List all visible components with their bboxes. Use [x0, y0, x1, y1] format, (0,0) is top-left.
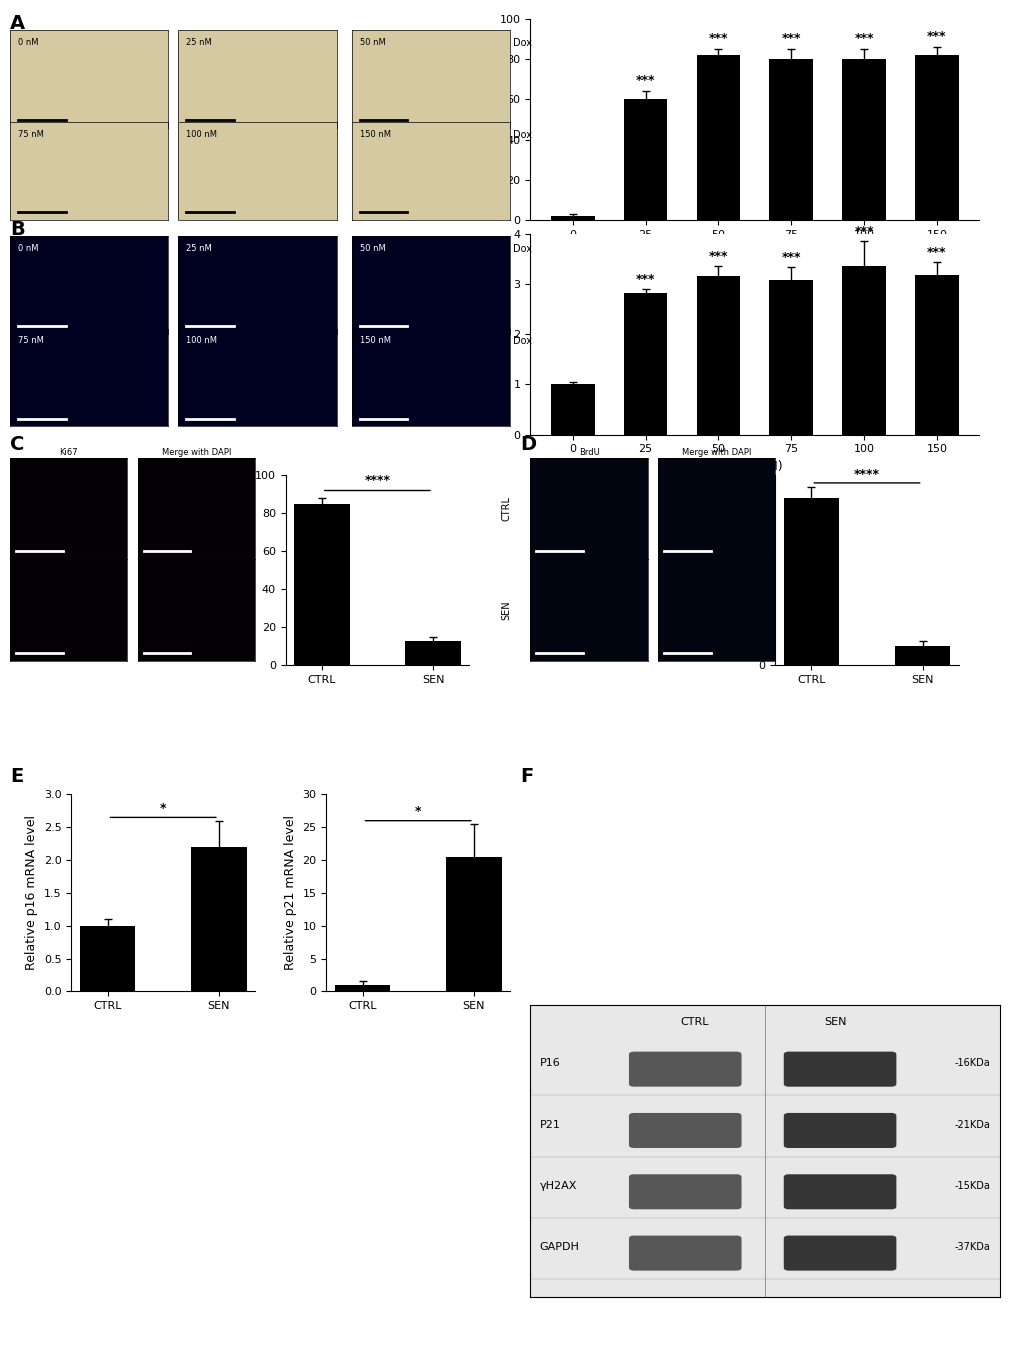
- Y-axis label: Ki67-positive cells (%): Ki67-positive cells (%): [236, 501, 249, 640]
- FancyBboxPatch shape: [629, 1114, 741, 1148]
- Bar: [696, 276, 740, 435]
- Bar: [191, 847, 247, 991]
- FancyBboxPatch shape: [629, 1236, 741, 1271]
- Text: 100 nM: 100 nM: [186, 130, 217, 139]
- Text: 25 nM: 25 nM: [186, 244, 212, 253]
- Bar: [842, 60, 886, 220]
- Text: ***: ***: [926, 246, 946, 258]
- Bar: [914, 56, 958, 220]
- Title: Ki67: Ki67: [59, 448, 78, 456]
- Bar: [623, 99, 666, 220]
- Text: ***: ***: [635, 75, 654, 87]
- Text: ****: ****: [364, 474, 390, 486]
- Text: SEN: SEN: [823, 1017, 846, 1027]
- Bar: [623, 293, 666, 435]
- Bar: [334, 985, 390, 991]
- Text: 100 nM: 100 nM: [186, 337, 217, 345]
- Text: CTRL: CTRL: [500, 496, 511, 521]
- Text: ***: ***: [708, 250, 728, 262]
- Text: 0 nM: 0 nM: [18, 244, 39, 253]
- Bar: [768, 280, 812, 435]
- Title: BrdU: BrdU: [578, 448, 599, 456]
- Text: ***: ***: [781, 251, 800, 263]
- FancyBboxPatch shape: [783, 1114, 896, 1148]
- Text: CTRL: CTRL: [680, 1017, 708, 1027]
- FancyBboxPatch shape: [629, 1175, 741, 1210]
- Bar: [405, 641, 461, 665]
- Bar: [894, 646, 950, 665]
- Text: ****: ****: [853, 469, 879, 481]
- Bar: [445, 857, 501, 991]
- Title: Merge with DAPI: Merge with DAPI: [161, 448, 231, 456]
- Text: C: C: [10, 435, 24, 454]
- Text: 150 nM: 150 nM: [360, 130, 390, 139]
- Text: 0 nM: 0 nM: [18, 38, 39, 46]
- Text: B: B: [10, 220, 24, 239]
- Text: ***: ***: [635, 273, 654, 285]
- Text: ***: ***: [926, 30, 946, 43]
- Text: *: *: [160, 801, 166, 815]
- Text: E: E: [10, 767, 23, 786]
- Text: -16KDa: -16KDa: [954, 1058, 989, 1069]
- Bar: [696, 56, 740, 220]
- Text: -21KDa: -21KDa: [954, 1119, 989, 1130]
- Text: -37KDa: -37KDa: [954, 1243, 989, 1252]
- Text: Dox: Dox: [513, 38, 532, 48]
- Text: P16: P16: [539, 1058, 560, 1069]
- Text: Dox: Dox: [513, 130, 532, 140]
- Bar: [550, 384, 594, 435]
- Text: 25 nM: 25 nM: [186, 38, 212, 46]
- Text: 150 nM: 150 nM: [360, 337, 390, 345]
- Text: -15KDa: -15KDa: [954, 1181, 989, 1191]
- Text: ***: ***: [854, 224, 873, 238]
- X-axis label: Dox (nM): Dox (nM): [726, 460, 783, 473]
- Text: A: A: [10, 14, 25, 33]
- Text: GAPDH: GAPDH: [539, 1243, 579, 1252]
- Bar: [550, 216, 594, 220]
- Y-axis label: Relative p21 mRNA level: Relative p21 mRNA level: [283, 815, 297, 971]
- FancyBboxPatch shape: [783, 1051, 896, 1086]
- Y-axis label: BrdU-positive cells (%): BrdU-positive cells (%): [732, 500, 745, 641]
- Y-axis label: Relative p16 mRNA level: Relative p16 mRNA level: [25, 815, 39, 971]
- Text: P21: P21: [539, 1119, 560, 1130]
- Y-axis label: SA-β-gal-positive cells(%): SA-β-gal-positive cells(%): [481, 39, 493, 200]
- Text: *: *: [415, 805, 421, 818]
- Y-axis label: Relative size of nuclei: Relative size of nuclei: [494, 266, 507, 402]
- Bar: [293, 504, 350, 665]
- Title: Merge with DAPI: Merge with DAPI: [681, 448, 751, 456]
- Text: 50 nM: 50 nM: [360, 244, 385, 253]
- Text: ***: ***: [854, 33, 873, 45]
- Text: D: D: [520, 435, 536, 454]
- FancyBboxPatch shape: [629, 1051, 741, 1086]
- Text: 75 nM: 75 nM: [18, 130, 44, 139]
- Text: SEN: SEN: [500, 600, 511, 621]
- Bar: [842, 266, 886, 435]
- Text: ***: ***: [781, 33, 800, 45]
- Text: F: F: [520, 767, 533, 786]
- Text: Dox: Dox: [513, 337, 532, 346]
- Text: Dox: Dox: [513, 244, 532, 254]
- Bar: [79, 926, 136, 991]
- Text: 75 nM: 75 nM: [18, 337, 44, 345]
- Text: 50 nM: 50 nM: [360, 38, 385, 46]
- FancyBboxPatch shape: [783, 1236, 896, 1271]
- Text: γH2AX: γH2AX: [539, 1181, 577, 1191]
- X-axis label: Dox (nM): Dox (nM): [726, 246, 783, 258]
- Bar: [914, 274, 958, 435]
- Text: ***: ***: [708, 33, 728, 45]
- Bar: [783, 498, 839, 665]
- FancyBboxPatch shape: [783, 1175, 896, 1210]
- Bar: [768, 60, 812, 220]
